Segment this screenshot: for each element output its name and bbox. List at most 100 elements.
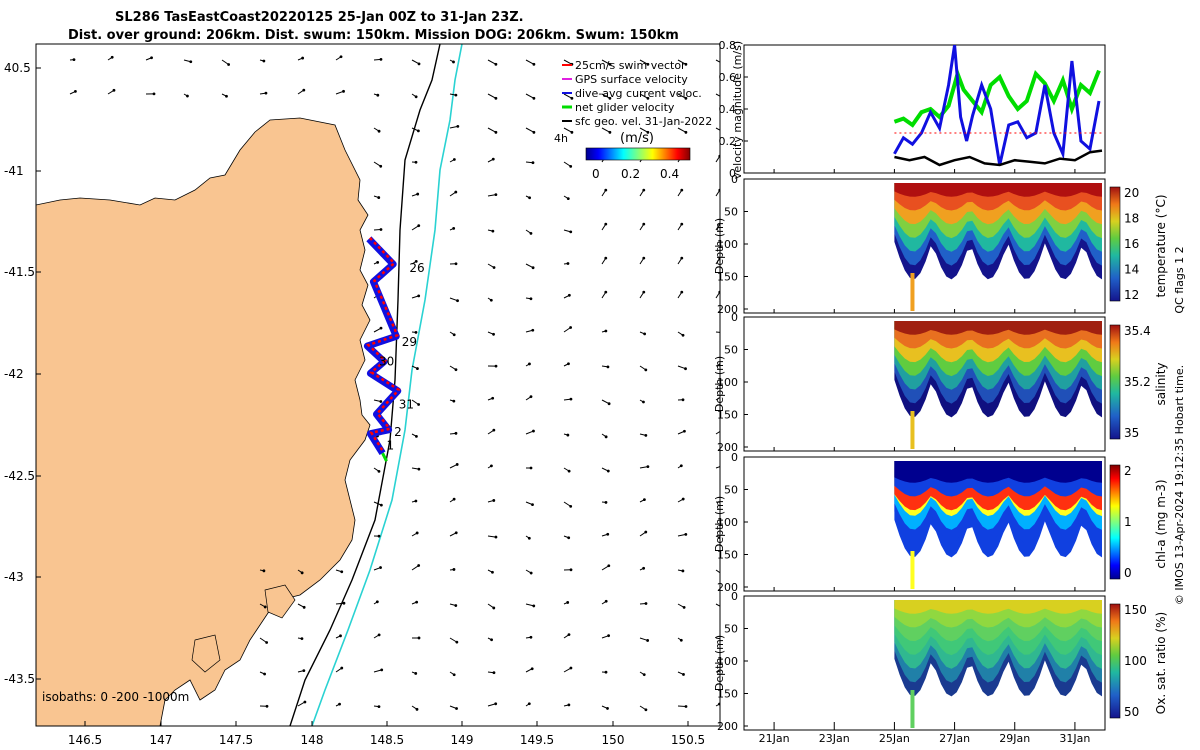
velocity-arrowhead xyxy=(721,428,724,431)
velocity-arrowhead xyxy=(377,534,381,538)
velocity-arrowhead xyxy=(340,666,344,670)
velocity-arrowhead xyxy=(376,93,380,97)
section-ytick-label: 150 xyxy=(717,271,738,284)
velocity-arrow xyxy=(715,670,720,673)
velocity-arrowhead xyxy=(417,564,421,567)
section-deep-dive xyxy=(910,411,915,449)
velocity-arrowhead xyxy=(452,568,456,571)
velocity-arrowhead xyxy=(379,566,382,569)
velocity-arrowhead xyxy=(379,400,383,403)
section-layer xyxy=(894,321,1102,335)
velocity-arrowhead xyxy=(681,569,685,573)
velocity-arrowhead xyxy=(377,196,381,199)
velocity-arrow xyxy=(601,93,611,99)
section-ytick-label: 200 xyxy=(717,581,738,594)
velocity-arrowhead xyxy=(682,673,685,676)
section-ytick-label: 0 xyxy=(731,173,738,186)
lat-tick-label: -42.5 xyxy=(4,469,35,483)
track-day-label: 2 xyxy=(394,425,402,439)
velocity-arrowhead xyxy=(494,702,498,706)
section-layer xyxy=(894,183,1102,197)
velocity-arrowhead xyxy=(570,130,574,134)
vel-ytick-label: 0.4 xyxy=(719,103,737,116)
island xyxy=(191,634,221,673)
lat-tick-label: -41 xyxy=(4,164,24,178)
velocity-arrowhead xyxy=(642,566,646,570)
velocity-arrowhead xyxy=(680,222,684,226)
lat-tick-label: -42 xyxy=(4,367,24,381)
velocity-arrowhead xyxy=(491,157,495,161)
section-panel-0: 0 50 100 150 200 Depth (m) 20 18 16 14 12 temperatu… xyxy=(713,173,1168,316)
velocity-arrowhead xyxy=(567,293,571,297)
velocity-arrowhead xyxy=(494,62,498,66)
velocity-arrowhead xyxy=(417,224,421,228)
velocity-arrowhead xyxy=(377,129,381,133)
velocity-arrowhead xyxy=(492,499,496,502)
lon-tick-label: 147 xyxy=(150,733,173,747)
velocity-arrowhead xyxy=(417,636,421,640)
velocity-arrowhead xyxy=(377,633,381,637)
velocity-arrowhead xyxy=(490,638,493,642)
velocity-arrowhead xyxy=(606,707,609,710)
velocity-arrow xyxy=(639,93,649,99)
lon-tick-label: 150 xyxy=(602,733,625,747)
velocity-arrowhead xyxy=(494,535,498,539)
velocity-arrowhead xyxy=(262,569,266,573)
velocity-arrowhead xyxy=(494,130,498,134)
velocity-arrow xyxy=(601,127,611,133)
velocity-arrowhead xyxy=(607,634,611,638)
velocity-arrowhead xyxy=(339,55,343,59)
velocity-arrowhead xyxy=(152,92,156,96)
velocity-arrowhead xyxy=(379,57,383,61)
velocity-arrowhead xyxy=(680,256,684,260)
velocity-arrowhead xyxy=(302,669,306,673)
lon-tick-label: 146.5 xyxy=(68,733,102,747)
velocity-arrowhead xyxy=(608,62,612,66)
velocity-arrowhead xyxy=(265,704,269,708)
velocity-arrowhead xyxy=(417,403,421,406)
track-day-label: 30 xyxy=(379,355,394,369)
lat-tick-label: -43.5 xyxy=(4,672,35,686)
section-ytick-label: 100 xyxy=(717,655,738,668)
track-day-label: 1 xyxy=(387,438,395,452)
colorbar-tick-label: 150 xyxy=(1124,603,1147,617)
velocity-arrowhead xyxy=(531,266,535,270)
velocity-arrowhead xyxy=(604,222,608,226)
velocity-arrowhead xyxy=(569,568,573,572)
colorbar-tick-label: 16 xyxy=(1124,237,1139,251)
qc-flags-label: QC flags 1 2 xyxy=(1173,246,1186,313)
velocity-arrowhead xyxy=(722,63,725,66)
velocity-arrow xyxy=(677,127,687,133)
velocity-arrowhead xyxy=(455,640,459,644)
velocity-arrowhead xyxy=(529,395,533,399)
velocity-arrowhead xyxy=(528,196,532,200)
velocity-arrowhead xyxy=(452,497,456,501)
velocity-arrowhead xyxy=(644,433,648,437)
velocity-arrowhead xyxy=(339,634,342,638)
velocity-arrowhead xyxy=(376,260,380,264)
section-colorbar-label: salinity xyxy=(1154,362,1168,405)
velocity-arrowhead xyxy=(604,329,608,333)
velocity-arrowhead xyxy=(414,672,418,675)
colorbar-tick-label: 20 xyxy=(1124,186,1139,200)
velocity-arrowhead xyxy=(417,467,421,471)
glider-track: 26 29 30 31 21 xyxy=(363,236,425,462)
velocity-arrow xyxy=(563,93,573,99)
legend-current: dive-avg current veloc. xyxy=(575,87,702,100)
velocity-arrowhead xyxy=(494,96,498,100)
velocity-arrowhead xyxy=(604,256,608,260)
velocity-arrowhead xyxy=(679,464,683,468)
velocity-arrowhead xyxy=(379,503,383,507)
vel-ytick-label: 0.8 xyxy=(719,39,737,52)
velocity-arrowhead xyxy=(189,60,193,64)
velocity-arrowhead xyxy=(110,55,114,59)
velocity-arrowhead xyxy=(415,531,419,535)
legend-gps: GPS surface velocity xyxy=(575,73,688,86)
section-colorbar-label: temperature (°C) xyxy=(1154,195,1168,298)
colorbar-tick-label: 1 xyxy=(1124,515,1132,529)
velocity-arrowhead xyxy=(529,231,533,235)
isobath-label: isobaths: 0 -200 -1000m xyxy=(42,690,189,704)
velocity-arrowhead xyxy=(529,297,533,301)
velocity-arrow xyxy=(715,430,720,435)
velocity-arrowhead xyxy=(415,600,419,604)
